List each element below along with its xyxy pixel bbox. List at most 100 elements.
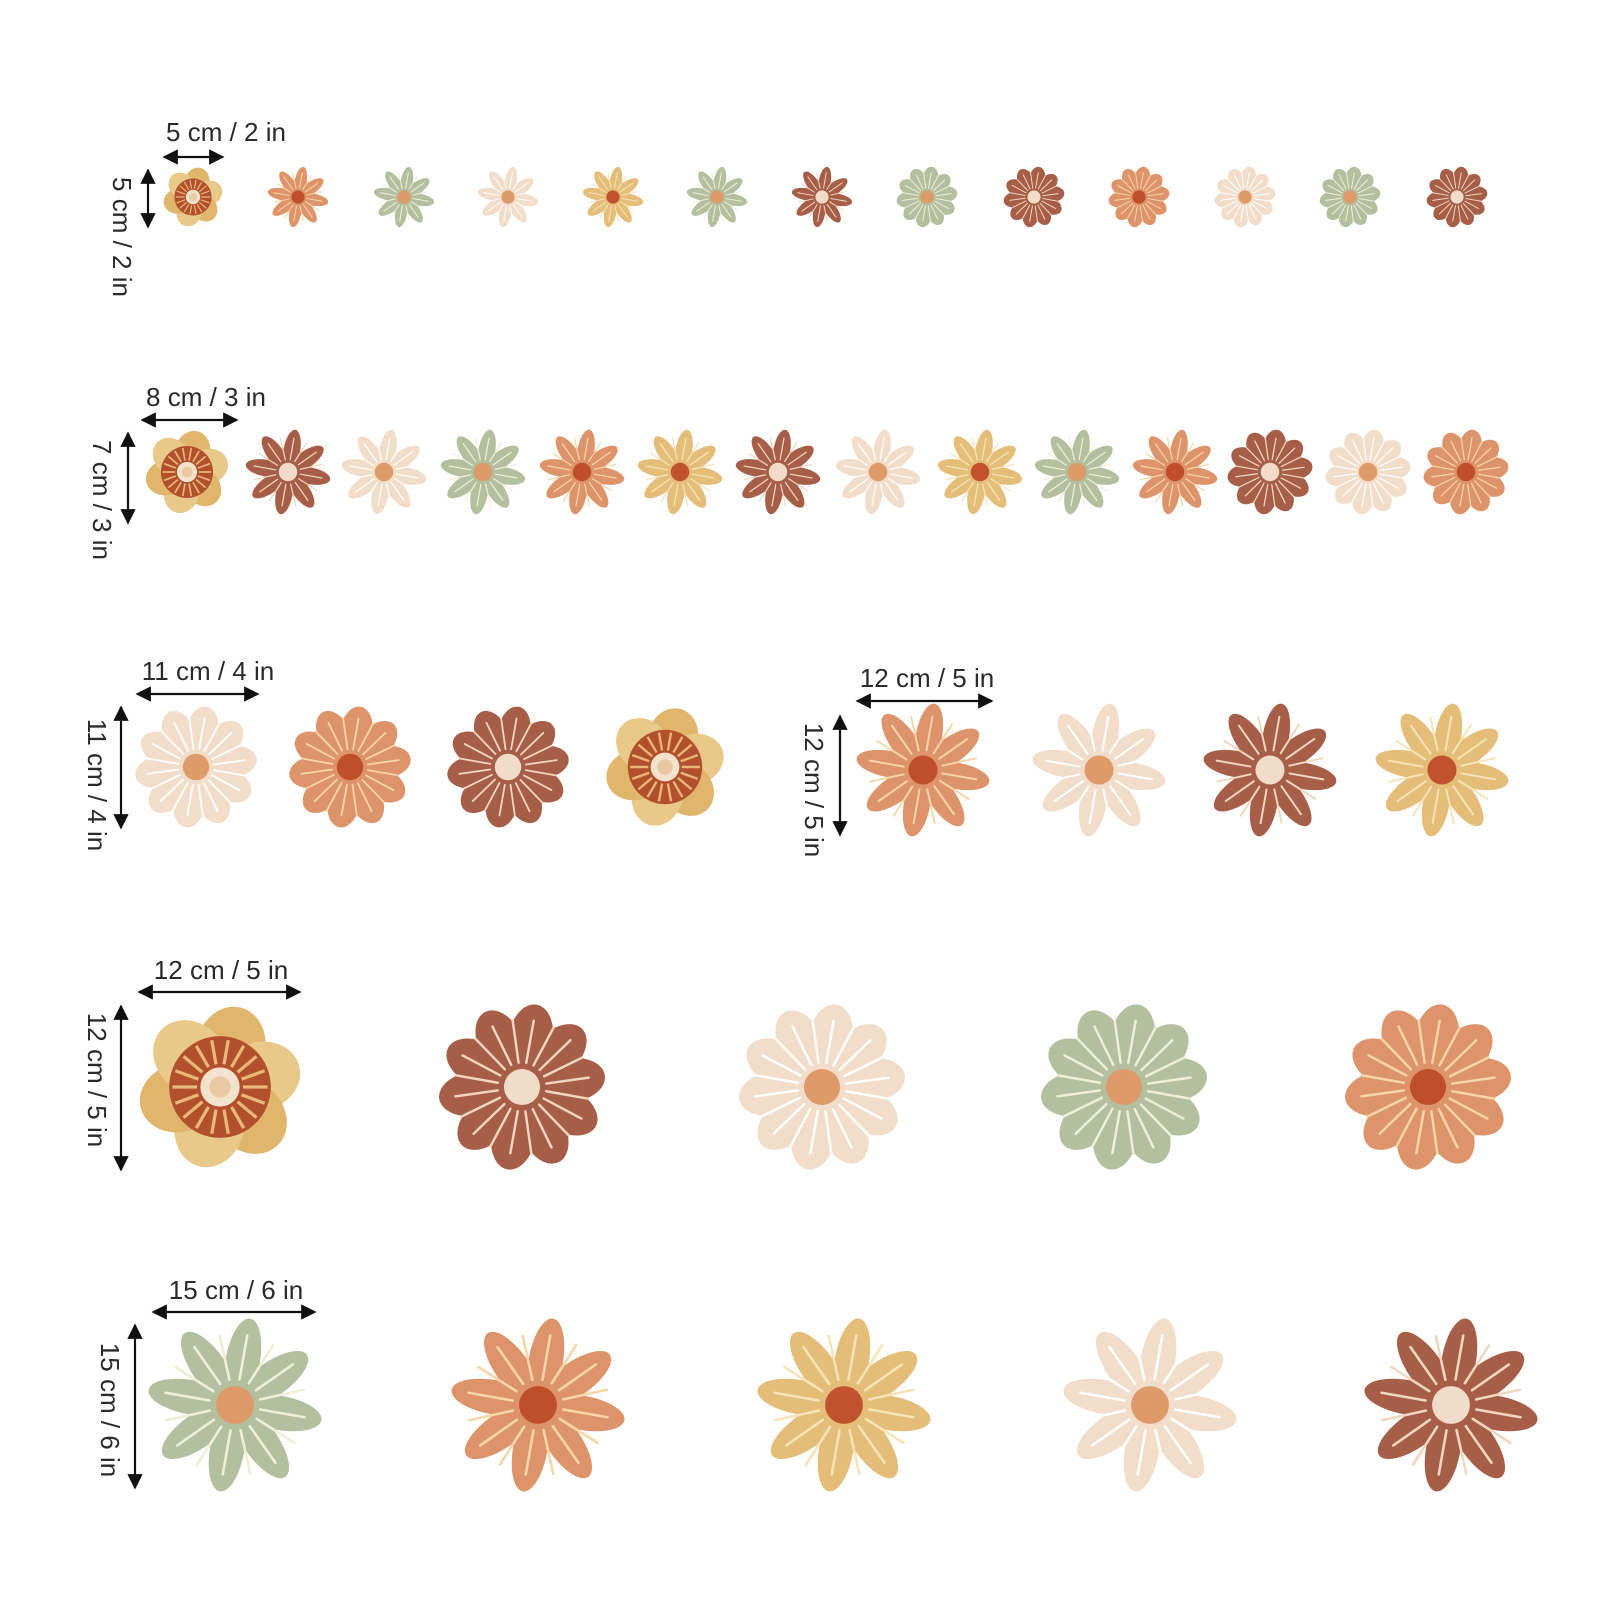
flower-decal (896, 166, 958, 228)
petal-stripe (869, 437, 876, 461)
petal-stripe (302, 175, 312, 190)
petal-stripe (493, 176, 504, 191)
petal-stripe (340, 783, 348, 817)
petal-stripe (471, 778, 496, 803)
petal-stripe (797, 198, 814, 203)
petal-stripe (772, 1102, 806, 1135)
petal-stripe (927, 205, 931, 222)
petal-stripe (989, 451, 1009, 466)
petal-stripe (848, 1428, 861, 1476)
flower-decal (1325, 429, 1411, 515)
petal-stripe (1042, 193, 1059, 197)
width-label: 8 cm / 3 in (146, 382, 266, 412)
petal-stripe (1440, 480, 1458, 497)
petal-stripe (1154, 1428, 1167, 1476)
petal-stripe (207, 779, 232, 804)
petal-stripe (592, 201, 607, 212)
petal-stripe (631, 753, 650, 763)
petal-stripe (588, 442, 602, 463)
petal-stripe (950, 452, 971, 466)
petal-stripe (857, 443, 872, 463)
petal-stripe (463, 481, 477, 502)
petal-stripe (938, 737, 969, 760)
petal-stripe (1376, 447, 1394, 464)
petal-stripe (1280, 477, 1302, 489)
petal-stripe (1139, 205, 1143, 222)
petal-stripe (941, 757, 977, 767)
petal-stripe (802, 1345, 831, 1386)
petal-stripe (1174, 1408, 1221, 1419)
petal-stripe (393, 451, 413, 466)
petal-stripe (702, 176, 713, 191)
petal-stripe (1438, 1026, 1461, 1067)
petal-stripe (390, 442, 404, 463)
petal-stripe (197, 462, 211, 469)
petal-stripe (1252, 200, 1268, 210)
petal-stripe (361, 779, 386, 804)
petal-stripe (1134, 205, 1138, 222)
petal-stripe (773, 1409, 821, 1422)
petal-stripe (1350, 205, 1354, 222)
petal-stripe (1444, 204, 1454, 220)
petal-stripe (1397, 1025, 1419, 1067)
petal-stripe (1116, 184, 1132, 194)
petal-stripe (174, 1069, 199, 1081)
petal-stripe (780, 483, 787, 507)
petal-stripe (760, 1096, 802, 1118)
petal-stripe (1042, 465, 1066, 471)
petal-stripe (959, 443, 974, 463)
petal-stripe (1463, 1344, 1491, 1385)
petal-stripe (816, 172, 821, 189)
petal-stripe (824, 1110, 833, 1155)
petal-stripe (593, 463, 617, 470)
width-label: 12 cm / 5 in (154, 955, 288, 985)
petal-stripe (1357, 200, 1373, 210)
petal-stripe (1288, 757, 1324, 767)
petal-stripe (408, 203, 419, 218)
petal-stripe (1380, 1037, 1413, 1071)
petal-stripe (365, 744, 396, 761)
petal-stripe (1220, 197, 1237, 201)
flower-decal (937, 429, 1023, 515)
petal-stripe (1146, 1090, 1192, 1100)
petal-stripe (773, 1391, 820, 1402)
petal-stripe (1460, 757, 1496, 767)
petal-stripe (1439, 178, 1452, 192)
petal-stripe (725, 191, 742, 196)
petal-stripe (588, 481, 603, 501)
flower-decal (267, 166, 329, 228)
petal-stripe (1372, 482, 1384, 504)
petal-stripe (1127, 174, 1136, 190)
center (1067, 462, 1087, 482)
petal-stripe (515, 201, 530, 211)
petal-stripe (1045, 773, 1081, 783)
petal-stripe (1239, 785, 1261, 817)
petal-stripe (1275, 440, 1287, 462)
petal-stripe (1281, 473, 1305, 479)
petal-stripe (804, 1425, 832, 1466)
petal-stripe (1253, 193, 1270, 197)
petal-stripe (1444, 715, 1453, 752)
petal-stripe (484, 437, 490, 461)
petal-stripe (174, 1093, 199, 1105)
flower-decal (1214, 166, 1276, 228)
petal-stripe (1380, 1391, 1427, 1402)
petal-stripe (864, 1417, 905, 1445)
petal-stripe (194, 1106, 210, 1130)
petal-stripe (1450, 1090, 1496, 1100)
petal-stripe (620, 201, 635, 211)
petal-stripe (1355, 202, 1368, 216)
petal-stripe (1257, 716, 1267, 752)
petal-stripe (991, 463, 1015, 470)
petal-stripe (212, 759, 246, 766)
petal-stripe (784, 481, 799, 501)
petal-stripe (721, 175, 731, 190)
petal-stripe (830, 198, 847, 202)
petal-stripe (826, 175, 836, 190)
center (374, 462, 394, 482)
petal-stripe (1034, 205, 1038, 222)
petal-stripe (1448, 1097, 1489, 1120)
petal-stripe (680, 753, 699, 763)
petal-stripe (362, 731, 387, 756)
